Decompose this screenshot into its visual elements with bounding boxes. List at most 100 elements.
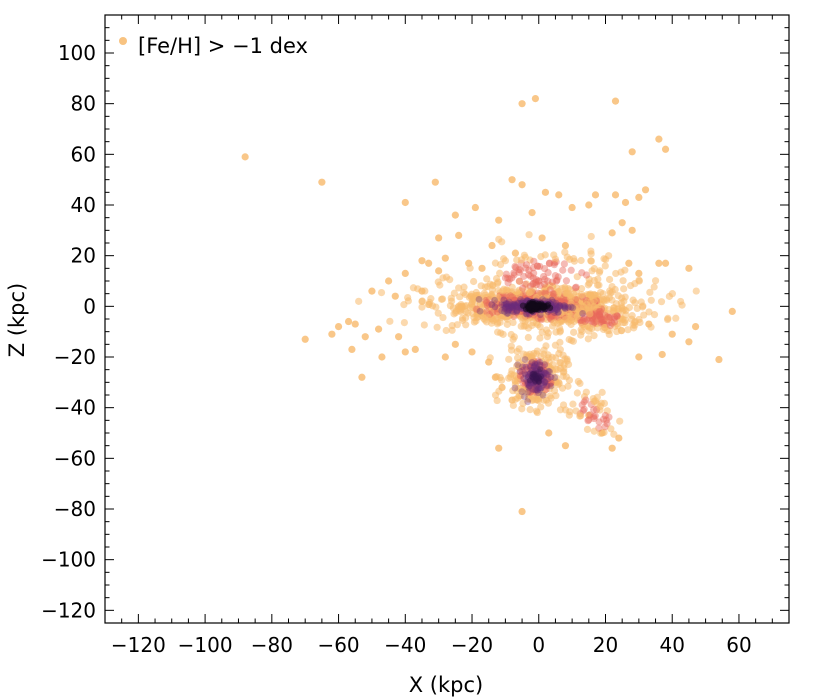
data-point	[526, 365, 535, 373]
data-point	[558, 284, 566, 293]
data-point	[368, 287, 376, 295]
data-point	[497, 329, 505, 337]
data-point	[600, 255, 608, 263]
data-point	[552, 302, 560, 310]
data-point	[510, 271, 518, 279]
data-point	[530, 362, 538, 371]
data-point	[447, 297, 456, 305]
data-point	[505, 355, 513, 363]
data-point	[532, 381, 540, 389]
data-point	[663, 315, 672, 324]
data-point	[539, 391, 547, 399]
data-point	[527, 370, 534, 378]
data-point	[587, 247, 595, 255]
data-point	[568, 203, 576, 212]
data-point	[540, 369, 548, 377]
data-point	[526, 382, 534, 390]
data-point	[561, 241, 570, 250]
data-point	[657, 298, 666, 306]
data-point	[522, 261, 531, 269]
data-point	[502, 270, 510, 278]
data-point	[554, 273, 562, 281]
data-point	[535, 377, 543, 385]
data-point	[448, 326, 456, 334]
data-point	[535, 300, 542, 307]
data-point	[525, 271, 533, 279]
data-point	[569, 337, 577, 345]
data-point	[513, 308, 521, 316]
data-point	[525, 370, 533, 378]
data-point	[537, 253, 545, 261]
data-point	[549, 298, 557, 306]
data-point	[525, 380, 533, 388]
data-point	[520, 375, 528, 383]
data-point	[521, 356, 529, 363]
data-point	[523, 377, 531, 384]
data-point	[596, 308, 605, 316]
data-point	[661, 259, 670, 267]
data-point	[592, 317, 601, 325]
data-point	[531, 278, 540, 286]
data-point	[534, 386, 542, 394]
data-point	[532, 372, 540, 380]
y-tick-label: −40	[54, 396, 96, 420]
data-point	[522, 379, 530, 387]
data-point	[538, 382, 547, 390]
data-point	[646, 288, 654, 296]
data-point	[586, 411, 594, 419]
data-point	[545, 367, 552, 375]
data-point	[509, 305, 517, 313]
data-point	[628, 312, 636, 320]
data-point	[535, 384, 542, 392]
data-point	[555, 308, 562, 316]
data-point	[586, 310, 594, 318]
data-point	[493, 396, 501, 405]
data-point	[608, 444, 616, 452]
data-point	[499, 292, 508, 300]
data-point	[508, 301, 516, 309]
data-point	[577, 285, 586, 293]
data-point	[513, 303, 521, 311]
data-point	[431, 178, 439, 186]
data-point	[501, 304, 509, 312]
data-point	[546, 314, 554, 322]
data-point	[606, 321, 614, 330]
data-point	[587, 232, 595, 241]
data-point	[549, 289, 557, 298]
data-point	[538, 367, 546, 375]
data-point	[539, 370, 547, 379]
data-point	[530, 369, 538, 377]
data-point	[509, 335, 517, 343]
data-point	[510, 302, 518, 310]
data-point	[529, 380, 537, 387]
data-point	[542, 369, 550, 377]
x-tick-label: 40	[659, 633, 684, 657]
data-point	[611, 97, 620, 105]
data-point	[530, 377, 539, 386]
data-point	[442, 273, 451, 281]
y-axis-ticks: −120 −100 −80 −60 −40 −20 0 20 40 60 80 100	[41, 14, 789, 624]
data-point	[548, 278, 557, 286]
data-point	[511, 296, 519, 305]
data-point	[590, 303, 598, 311]
data-point	[535, 372, 543, 379]
data-point	[532, 374, 539, 381]
data-point	[519, 363, 526, 371]
data-point	[522, 280, 531, 288]
data-point	[605, 413, 613, 421]
data-point	[516, 307, 525, 316]
data-point	[586, 324, 594, 332]
data-point	[530, 269, 538, 277]
data-point	[525, 382, 533, 390]
data-point	[334, 323, 343, 331]
axes-frame	[104, 14, 790, 624]
data-point	[507, 346, 516, 354]
data-point	[545, 259, 553, 268]
data-point	[533, 372, 541, 381]
data-point	[537, 365, 544, 372]
data-point	[521, 295, 529, 303]
data-point	[598, 316, 606, 324]
data-point	[548, 296, 556, 304]
y-tick-label: −20	[54, 345, 96, 369]
data-point	[595, 311, 604, 319]
